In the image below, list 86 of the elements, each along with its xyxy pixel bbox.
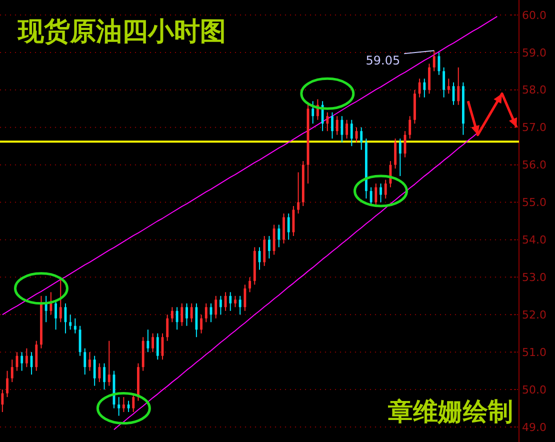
candlestick xyxy=(350,119,353,147)
candlestick xyxy=(176,306,178,330)
candlestick xyxy=(336,116,338,136)
candlestick xyxy=(234,295,236,308)
y-tick-label: 51.0 xyxy=(522,346,546,359)
candlestick xyxy=(272,224,276,256)
candlestick xyxy=(374,183,378,207)
candlestick xyxy=(50,292,52,316)
candlestick xyxy=(287,213,290,240)
candlestick xyxy=(132,392,135,413)
candlestick xyxy=(278,224,280,248)
y-tick-label: 59.0 xyxy=(522,46,546,60)
candlestick xyxy=(263,235,266,266)
candlestick xyxy=(186,302,188,326)
candlestick xyxy=(292,206,295,236)
candlestick xyxy=(394,138,397,170)
candlestick xyxy=(127,400,130,413)
candlestick xyxy=(6,370,8,398)
y-tick-label: 56.0 xyxy=(522,158,546,172)
candlestick xyxy=(108,340,110,386)
candlestick xyxy=(190,302,193,323)
candlestick xyxy=(312,100,314,124)
candlestick xyxy=(88,352,91,372)
y-tick-label: 55.0 xyxy=(522,196,546,210)
candlestick xyxy=(244,284,246,312)
candlestick xyxy=(152,332,154,353)
candlestick xyxy=(146,329,150,353)
candlestick xyxy=(229,292,232,312)
candlestick xyxy=(340,116,344,143)
candlestick xyxy=(69,314,72,330)
candlestick xyxy=(195,302,198,338)
candlestick xyxy=(238,295,242,316)
candlestick xyxy=(214,295,218,319)
candlestick xyxy=(268,235,270,259)
candlestick xyxy=(93,355,96,386)
y-tick-label: 54.0 xyxy=(522,234,546,247)
candlestick xyxy=(219,295,222,316)
candlestick xyxy=(180,302,184,326)
candlestick xyxy=(428,63,430,94)
candlestick xyxy=(10,359,14,383)
candlestick xyxy=(103,362,106,390)
line-series xyxy=(2,16,498,316)
candlestick xyxy=(54,299,57,330)
candlestick xyxy=(331,112,334,140)
y-tick-label: 60.0 xyxy=(522,8,546,22)
annotation: 59.05 xyxy=(366,54,400,68)
candlestick xyxy=(384,179,387,200)
candlestick xyxy=(297,172,300,214)
candlestick xyxy=(200,314,203,334)
candlestick xyxy=(326,112,329,132)
candlestick xyxy=(418,78,421,98)
candlestick xyxy=(224,292,227,312)
candlestick xyxy=(204,302,208,323)
candlestick xyxy=(98,362,101,383)
candlestick xyxy=(156,332,159,360)
candlestick xyxy=(35,340,38,372)
y-tick-label: 58.0 xyxy=(522,84,546,97)
y-tick-label: 53.0 xyxy=(522,271,546,284)
candlestick xyxy=(442,66,446,98)
candlestick xyxy=(457,66,460,106)
candlestick xyxy=(84,348,86,376)
candlestick xyxy=(20,352,24,372)
candlestick xyxy=(170,306,174,323)
candlestick xyxy=(398,138,402,177)
candlestick xyxy=(346,119,348,140)
candlestick xyxy=(360,126,363,150)
candlestick xyxy=(447,78,450,94)
candlestick xyxy=(118,396,120,416)
annotation: 章维姗绘制 xyxy=(387,397,513,426)
y-tick-label: 57.0 xyxy=(522,121,546,134)
candlestick xyxy=(166,314,169,342)
y-tick-label: 52.0 xyxy=(522,308,546,322)
candlestick xyxy=(59,278,62,323)
text: 现货原油四小时图 xyxy=(17,17,226,47)
candlestick xyxy=(380,183,382,203)
candlestick xyxy=(248,276,252,293)
candlestick xyxy=(25,348,28,368)
candlestick xyxy=(282,213,285,244)
candlestick xyxy=(408,116,412,140)
candlestick xyxy=(1,389,4,413)
candlestick xyxy=(122,396,125,413)
y-tick-label: 50.0 xyxy=(522,383,546,396)
candlestick xyxy=(423,78,426,98)
candlestick xyxy=(432,50,436,72)
candlestick xyxy=(74,318,76,334)
y-tick-label: 49.0 xyxy=(522,420,546,434)
